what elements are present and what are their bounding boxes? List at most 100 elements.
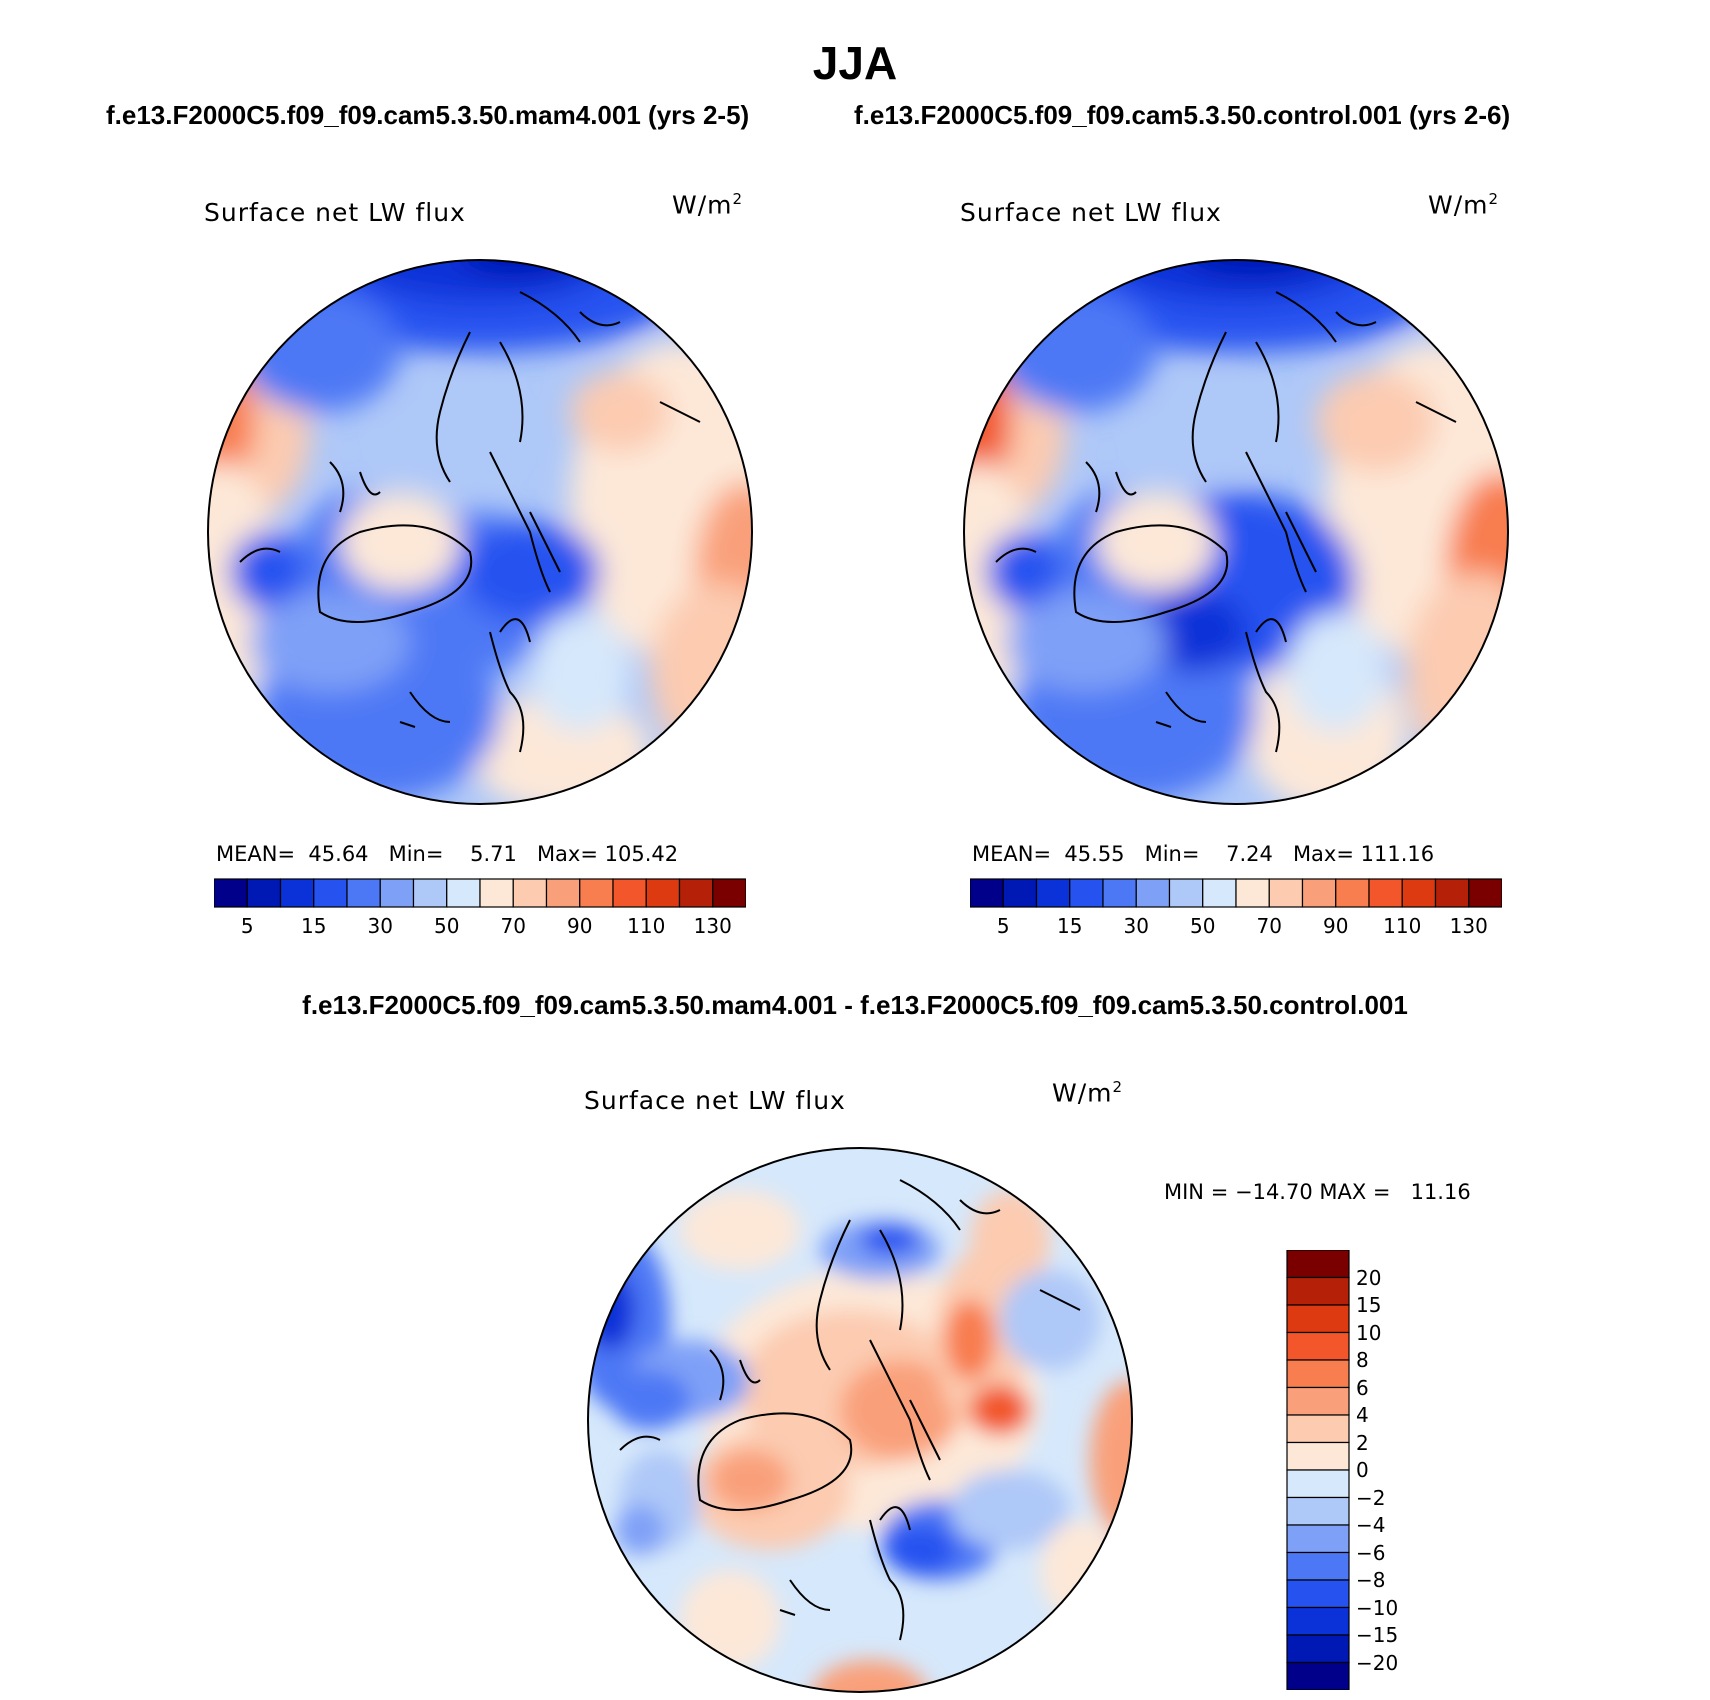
panel-3-colorbar-ticks: 20 15 10 8 6 4 2 0 −2 −4 −6 −8 −10 −15 −20 — [1356, 1250, 1436, 1690]
colorbar-swatch — [1286, 1250, 1350, 1279]
colorbar-tick-label: 70 — [1256, 914, 1282, 938]
colorbar-swatch — [512, 878, 548, 908]
case-b-heading: f.e13.F2000C5.f09_f09.cam5.3.50.control.… — [854, 100, 1511, 130]
colorbar-tick-label: 10 — [1356, 1320, 1382, 1345]
colorbar-swatch — [1286, 1359, 1350, 1389]
colorbar-swatch — [412, 878, 448, 908]
colorbar-tick-label: 130 — [693, 914, 732, 938]
colorbar-swatch — [214, 878, 248, 908]
panel-1-colorbar — [214, 878, 746, 908]
panel-3-stats: MIN = −14.70 MAX = 11.16 — [1164, 1180, 1471, 1204]
colorbar-swatch — [313, 878, 348, 908]
colorbar-tick-label: 15 — [301, 914, 327, 938]
colorbar-swatch — [612, 878, 647, 908]
colorbar-tick-label: 15 — [1356, 1293, 1382, 1317]
panel-2-units: W/m2 — [1428, 190, 1500, 220]
colorbar-swatch — [1035, 878, 1071, 908]
panel-1-colorbar-ticks: 5 15 30 50 70 90 110 130 — [214, 914, 746, 940]
panel-2-colorbar — [970, 878, 1502, 908]
colorbar-tick-label: 50 — [1190, 914, 1216, 938]
colorbar-swatch — [1286, 1634, 1350, 1664]
colorbar-swatch — [346, 878, 381, 908]
colorbar-swatch — [970, 878, 1004, 908]
colorbar-tick-label: 20 — [1356, 1265, 1382, 1290]
colorbar-swatch — [1286, 1304, 1350, 1334]
colorbar-swatch — [1286, 1524, 1350, 1554]
colorbar-swatch — [1286, 1496, 1350, 1526]
colorbar-swatch — [1286, 1276, 1350, 1306]
colorbar-swatch — [1286, 1331, 1350, 1361]
colorbar-swatch — [1135, 878, 1171, 908]
colorbar-tick-label: 50 — [434, 914, 460, 938]
colorbar-swatch — [446, 878, 481, 908]
colorbar-swatch — [1286, 1606, 1350, 1636]
panel-3-colorbar — [1286, 1250, 1350, 1690]
colorbar-swatch — [1168, 878, 1204, 908]
panel-2-map — [963, 259, 1509, 805]
colorbar-tick-label: −4 — [1356, 1513, 1386, 1537]
colorbar-tick-label: −8 — [1356, 1568, 1386, 1592]
colorbar-tick-label: 30 — [367, 914, 393, 938]
colorbar-swatch — [645, 878, 681, 908]
figure-title: JJA — [812, 37, 898, 89]
colorbar-tick-label: 8 — [1356, 1348, 1369, 1372]
colorbar-tick-label: 5 — [996, 914, 1010, 938]
panel-2-stats: MEAN= 45.55 Min= 7.24 Max= 111.16 — [972, 842, 1435, 866]
colorbar-tick-label: −10 — [1356, 1595, 1399, 1620]
colorbar-tick-label: 130 — [1449, 914, 1488, 938]
colorbar-swatch — [1468, 878, 1502, 908]
colorbar-tick-label: 70 — [500, 914, 526, 938]
colorbar-tick-label: 90 — [567, 914, 593, 938]
colorbar-swatch — [1286, 1386, 1350, 1416]
panel-1-title: Surface net LW flux — [204, 198, 466, 227]
colorbar-tick-label: 4 — [1356, 1403, 1369, 1427]
panel-3-title: Surface net LW flux — [584, 1086, 846, 1115]
colorbar-tick-label: 90 — [1323, 914, 1349, 938]
colorbar-tick-label: −20 — [1356, 1650, 1399, 1675]
panel-1-stats: MEAN= 45.64 Min= 5.71 Max= 105.42 — [216, 842, 679, 866]
colorbar-swatch — [545, 878, 581, 908]
panel-3-map — [587, 1147, 1133, 1693]
colorbar-swatch — [1286, 1579, 1350, 1609]
colorbar-tick-label: 110 — [627, 914, 666, 938]
colorbar-tick-label: −15 — [1356, 1623, 1399, 1647]
panel-1-map — [207, 259, 753, 805]
colorbar-tick-label: 0 — [1356, 1458, 1369, 1482]
colorbar-tick-label: 6 — [1356, 1375, 1369, 1400]
colorbar-swatch — [1102, 878, 1137, 908]
colorbar-swatch — [1235, 878, 1270, 908]
colorbar-swatch — [379, 878, 415, 908]
colorbar-swatch — [1286, 1661, 1350, 1690]
colorbar-swatch — [1335, 878, 1370, 908]
colorbar-tick-label: 15 — [1057, 914, 1083, 938]
colorbar-swatch — [1002, 878, 1038, 908]
panel-2-colorbar-ticks: 5 15 30 50 70 90 110 130 — [970, 914, 1502, 940]
colorbar-swatch — [1268, 878, 1304, 908]
colorbar-swatch — [1202, 878, 1237, 908]
colorbar-swatch — [1368, 878, 1403, 908]
colorbar-tick-label: −6 — [1356, 1540, 1386, 1565]
colorbar-tick-label: 2 — [1356, 1430, 1369, 1455]
panel-1-units: W/m2 — [672, 190, 744, 220]
colorbar-swatch — [246, 878, 282, 908]
colorbar-swatch — [712, 878, 746, 908]
panel-2-title: Surface net LW flux — [960, 198, 1222, 227]
colorbar-swatch — [1286, 1441, 1350, 1471]
colorbar-swatch — [1286, 1414, 1350, 1444]
difference-heading: f.e13.F2000C5.f09_f09.cam5.3.50.mam4.001… — [302, 990, 1408, 1020]
colorbar-swatch — [579, 878, 614, 908]
colorbar-tick-label: 110 — [1383, 914, 1422, 938]
colorbar-swatch — [1286, 1469, 1350, 1499]
colorbar-swatch — [279, 878, 315, 908]
colorbar-swatch — [1434, 878, 1470, 908]
colorbar-swatch — [1069, 878, 1104, 908]
colorbar-tick-label: 5 — [240, 914, 254, 938]
panel-3-units: W/m2 — [1052, 1078, 1124, 1108]
colorbar-tick-label: −2 — [1356, 1485, 1386, 1510]
colorbar-tick-label: 30 — [1123, 914, 1149, 938]
colorbar-swatch — [678, 878, 714, 908]
colorbar-swatch — [1401, 878, 1437, 908]
colorbar-swatch — [1286, 1551, 1350, 1581]
colorbar-swatch — [1301, 878, 1337, 908]
case-a-heading: f.e13.F2000C5.f09_f09.cam5.3.50.mam4.001… — [106, 100, 750, 130]
